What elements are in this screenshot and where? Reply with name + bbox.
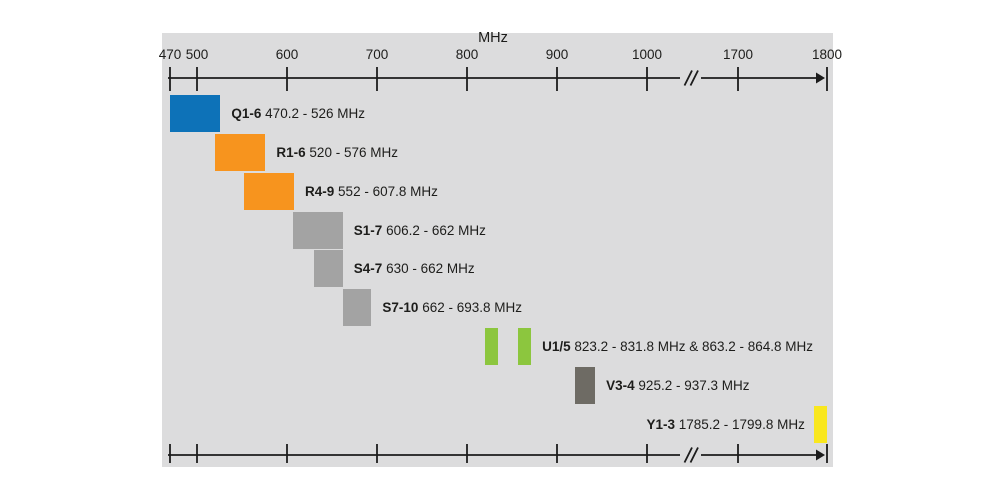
band-range: 606.2 - 662 MHz [386,223,486,238]
axis-line [689,447,699,463]
axis-tick-label-1800: 1800 [811,47,843,62]
band-name: Q1-6 [231,106,262,121]
band-label-y1-3: Y1-3 1785.2 - 1799.8 MHz [646,416,804,433]
band-bar-r1-6 [215,134,266,171]
axis-line [689,70,699,86]
band-label-s7-10: S7-10 662 - 693.8 MHz [382,299,522,316]
axis-tick-label-600: 600 [275,47,299,62]
band-bar-y1-3 [813,406,827,443]
band-range: 552 - 607.8 MHz [338,184,438,199]
band-name: S7-10 [382,300,419,315]
band-bar-q1-6 [170,95,221,132]
band-range: 1785.2 - 1799.8 MHz [678,417,805,432]
axis-unit-label: MHz [478,30,508,46]
band-name: Y1-3 [646,417,675,432]
band-name: R4-9 [305,184,335,199]
band-range: 925.2 - 937.3 MHz [638,378,750,393]
axis-line [683,70,693,86]
axis-line [683,447,693,463]
axis-tick-label-800: 800 [455,47,479,62]
band-label-r1-6: R1-6 520 - 576 MHz [276,144,398,161]
band-range: 662 - 693.8 MHz [422,300,523,315]
band-name: U1/5 [542,339,571,354]
band-range: 470.2 - 526 MHz [265,106,365,121]
band-label-r4-9: R4-9 552 - 607.8 MHz [305,183,438,200]
band-label-q1-6: Q1-6 470.2 - 526 MHz [231,105,365,122]
chart-background [162,33,833,467]
band-bar-r4-9 [243,173,295,210]
band-range: 630 - 662 MHz [386,261,475,276]
axis-tick-label-470: 470 [158,47,182,62]
band-name: R1-6 [276,145,306,160]
band-name: V3-4 [606,378,635,393]
axis-tick-label-1000: 1000 [631,47,663,62]
band-range: 823.2 - 831.8 MHz & 863.2 - 864.8 MHz [574,339,814,354]
band-bar-v3-4 [575,367,596,404]
axis-tick-label-500: 500 [185,47,209,62]
axis-tick-label-1700: 1700 [722,47,754,62]
band-label-v3-4: V3-4 925.2 - 937.3 MHz [606,377,749,394]
band-bar-u1-5 [485,328,499,365]
band-label-s1-7: S1-7 606.2 - 662 MHz [354,222,486,239]
band-bar-s1-7 [292,212,343,249]
axis-arrow-icon [816,72,825,84]
band-bar-s7-10 [342,289,372,326]
band-bar-u1-5 [518,328,532,365]
band-label-u1-5: U1/5 823.2 - 831.8 MHz & 863.2 - 864.8 M… [542,338,813,355]
axis-arrow-icon [816,449,825,461]
band-name: S4-7 [353,261,383,276]
band-name: S1-7 [353,223,383,238]
axis-tick-label-900: 900 [545,47,569,62]
band-bar-s4-7 [314,250,343,287]
axis-tick-label-700: 700 [365,47,389,62]
band-range: 520 - 576 MHz [309,145,398,160]
band-label-s4-7: S4-7 630 - 662 MHz [354,260,475,277]
